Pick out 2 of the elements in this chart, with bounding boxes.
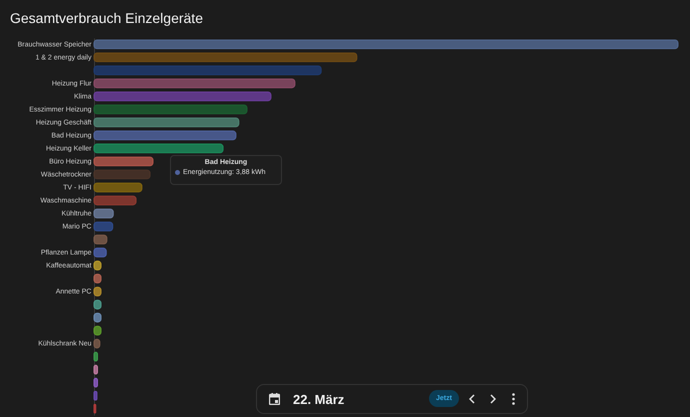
annotation: 22. März: [293, 392, 344, 407]
chart-title: Gesamtverbrauch Einzelgeräte: [10, 10, 204, 26]
